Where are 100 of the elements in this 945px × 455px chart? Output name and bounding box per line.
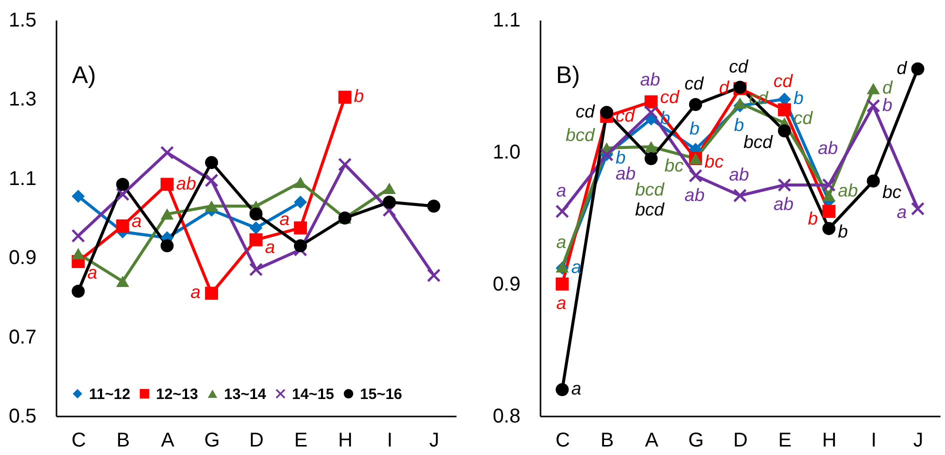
point	[205, 156, 218, 170]
data-label: cd	[749, 88, 769, 108]
x-tick-label: H	[822, 430, 837, 452]
point	[294, 239, 307, 252]
x-tick-label: D	[249, 430, 264, 452]
data-label: cd	[684, 73, 705, 94]
point	[72, 229, 85, 242]
data-label: cd	[793, 108, 814, 128]
point	[778, 103, 791, 116]
point	[249, 262, 263, 276]
point	[866, 82, 880, 94]
point	[689, 98, 702, 111]
data-label: a	[556, 293, 566, 313]
legend-label: 11~12	[89, 386, 130, 403]
point	[160, 239, 174, 252]
legend-label: 12~13	[156, 386, 198, 403]
point	[644, 141, 658, 152]
point	[205, 286, 218, 300]
point	[382, 182, 396, 194]
point	[733, 189, 747, 202]
data-label: b	[793, 88, 804, 108]
y-tick-label: 1.3	[8, 88, 36, 111]
point	[822, 190, 836, 202]
data-label: a	[190, 282, 201, 302]
data-label: cd	[576, 101, 596, 122]
data-label: b	[734, 114, 744, 135]
point	[116, 188, 130, 201]
y-tick-label: 0.9	[8, 247, 36, 270]
data-label: a	[279, 208, 290, 229]
point	[116, 219, 130, 232]
data-label: b	[838, 222, 848, 242]
data-label: a	[132, 210, 142, 231]
data-label: ab	[729, 164, 750, 185]
data-label: ab	[838, 180, 858, 201]
point	[778, 124, 791, 138]
data-label: b	[690, 118, 700, 138]
point	[778, 178, 791, 192]
point	[427, 200, 440, 213]
x-tick-label: H	[338, 430, 353, 452]
point	[72, 248, 85, 260]
x-tick-label: C	[555, 430, 570, 452]
x-tick-label: A	[644, 430, 659, 452]
data-label: a	[87, 262, 98, 283]
data-label: cd	[660, 86, 680, 107]
legend-label: 15~16	[360, 386, 402, 403]
point	[866, 174, 880, 188]
y-tick-label: 0.5	[8, 406, 36, 428]
x-tick-label: A	[160, 430, 175, 452]
data-label: ab	[818, 138, 838, 158]
y-tick-label: 1.0	[492, 142, 520, 164]
y-tick-label: 1.1	[8, 168, 36, 190]
point	[556, 204, 569, 218]
point	[556, 277, 569, 291]
point	[911, 202, 924, 216]
point	[205, 200, 218, 212]
point	[249, 221, 263, 234]
x-tick-label: I	[387, 430, 393, 452]
point	[556, 383, 569, 396]
data-label: bc	[882, 182, 902, 202]
point	[382, 196, 396, 209]
point	[338, 158, 352, 172]
point	[72, 284, 85, 298]
point	[644, 95, 658, 108]
data-label: a	[556, 232, 566, 252]
point	[249, 233, 263, 246]
data-label: bcd	[566, 125, 596, 146]
point	[160, 178, 174, 191]
legend-label: 14~15	[292, 386, 334, 403]
point	[822, 178, 836, 192]
x-tick-label: J	[429, 430, 440, 452]
data-label: a	[556, 180, 566, 200]
data-label: b	[354, 86, 364, 106]
data-label: bcd	[635, 180, 666, 200]
y-tick-label: 0.8	[492, 406, 520, 428]
x-tick-label: E	[778, 430, 792, 452]
point	[294, 221, 307, 234]
data-label: bc	[664, 156, 684, 176]
y-tick-label: 1.1	[492, 10, 520, 32]
point	[556, 261, 569, 272]
data-label: b	[808, 208, 818, 228]
x-tick-label: G	[688, 430, 704, 452]
data-label: ab	[640, 69, 660, 90]
point	[733, 98, 747, 109]
x-tick-label: D	[733, 430, 748, 452]
point	[911, 62, 924, 76]
data-label: bcd	[635, 200, 666, 220]
data-label: cd	[729, 56, 749, 76]
point	[822, 222, 836, 236]
point	[600, 106, 614, 119]
point	[338, 90, 352, 104]
x-tick-label: G	[204, 430, 220, 452]
point	[160, 146, 174, 160]
text: A)	[72, 62, 96, 89]
point	[205, 174, 218, 187]
data-label: a	[571, 257, 582, 278]
data-label: cd	[773, 70, 794, 91]
point	[249, 208, 263, 221]
point	[866, 99, 880, 112]
y-tick-label: 1.5	[8, 10, 36, 32]
data-label: ab	[176, 173, 196, 194]
